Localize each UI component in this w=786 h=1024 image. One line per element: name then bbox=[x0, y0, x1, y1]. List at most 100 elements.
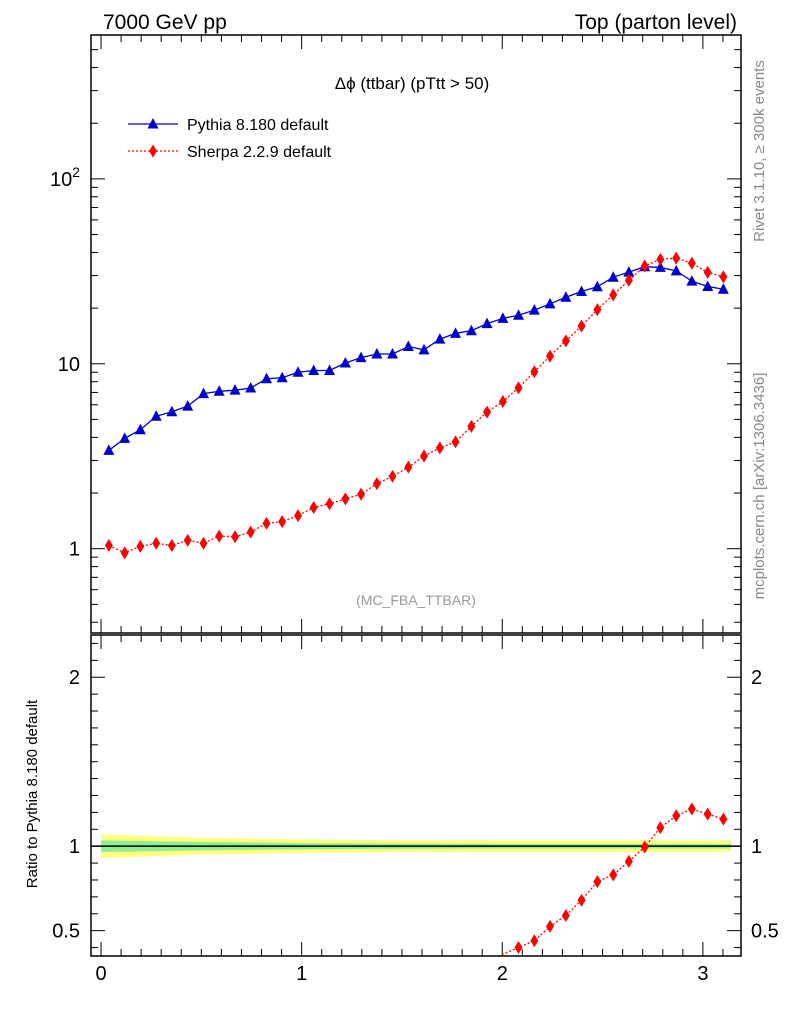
main-panel: 1 10 102 Δϕ (ttbar) (pTtt > 50) (MC_FBA_TT… bbox=[50, 34, 742, 634]
ratio-axis-label: Ratio to Pythia 8.180 default bbox=[24, 699, 41, 888]
data-point bbox=[514, 381, 523, 395]
data-point bbox=[136, 539, 145, 553]
ratio-data-point bbox=[672, 809, 681, 823]
ratio-data-point bbox=[546, 919, 555, 933]
data-point bbox=[245, 381, 257, 393]
data-point bbox=[687, 256, 696, 270]
legend-label: Pythia 8.180 default bbox=[187, 117, 329, 134]
data-point bbox=[325, 497, 334, 511]
header-right-label: Top (parton level) bbox=[575, 11, 737, 34]
ratio-series-line bbox=[497, 808, 724, 956]
ratio-data-point bbox=[609, 868, 618, 882]
x-tick-label: 2 bbox=[497, 963, 508, 985]
x-tick-labels: 0 1 2 3 bbox=[95, 963, 708, 985]
data-point bbox=[166, 405, 178, 417]
legend: Pythia 8.180 default Sherpa 2.2.9 default bbox=[128, 117, 332, 161]
data-point bbox=[481, 317, 493, 329]
legend-label: Sherpa 2.2.9 default bbox=[187, 144, 332, 161]
data-point bbox=[576, 285, 588, 297]
data-point bbox=[703, 265, 712, 279]
y-tick-label: 10 bbox=[58, 354, 80, 376]
data-point bbox=[450, 327, 462, 338]
ratio-data-point bbox=[656, 821, 665, 835]
data-point bbox=[497, 312, 509, 323]
data-point bbox=[544, 297, 556, 309]
data-point bbox=[150, 410, 162, 421]
data-point bbox=[467, 419, 476, 433]
data-point bbox=[167, 539, 176, 553]
data-point bbox=[528, 304, 540, 315]
ratio-y-tick-label-right: 0.5 bbox=[751, 921, 779, 943]
data-point bbox=[672, 251, 681, 265]
header-left-label: 7000 GeV pp bbox=[103, 11, 227, 34]
x-tick-label: 1 bbox=[296, 963, 307, 985]
data-point bbox=[577, 319, 586, 333]
data-point bbox=[183, 533, 192, 547]
data-point bbox=[593, 303, 602, 317]
y-tick-label: 1 bbox=[69, 539, 80, 561]
data-point bbox=[278, 515, 287, 529]
ratio-y-tick-labels: 0.5 0.5 1 1 2 2 bbox=[52, 667, 779, 942]
data-point bbox=[434, 333, 446, 344]
data-point bbox=[371, 347, 383, 359]
side-labels: Rivet 3.1.10, ≥ 300k events mcplots.cern… bbox=[751, 60, 768, 599]
data-point bbox=[483, 405, 492, 419]
legend-entry: Pythia 8.180 default bbox=[128, 117, 329, 134]
data-point bbox=[702, 280, 714, 291]
data-point bbox=[198, 387, 210, 399]
main-y-tick-labels: 1 10 102 bbox=[50, 164, 80, 561]
data-point bbox=[213, 385, 225, 396]
data-point bbox=[341, 492, 350, 506]
ratio-data-point bbox=[719, 812, 728, 826]
ratio-y-tick-label-right: 1 bbox=[751, 836, 762, 858]
mcplots-reference-label: mcplots.cern.ch [arXiv:1306.3436] bbox=[751, 373, 768, 600]
data-point bbox=[182, 400, 194, 411]
data-point bbox=[119, 432, 131, 443]
data-point bbox=[262, 516, 271, 530]
data-point bbox=[134, 423, 146, 435]
data-point bbox=[120, 546, 129, 560]
ratio-data-point bbox=[703, 807, 712, 821]
data-point bbox=[355, 351, 367, 363]
data-point bbox=[435, 441, 444, 455]
data-point bbox=[623, 266, 635, 277]
ratio-data-point bbox=[624, 854, 633, 868]
series-sherpa bbox=[104, 251, 728, 560]
data-point bbox=[465, 324, 477, 336]
data-point bbox=[420, 449, 429, 463]
data-point bbox=[308, 364, 320, 375]
data-point bbox=[560, 291, 572, 302]
data-point bbox=[231, 530, 240, 544]
data-point bbox=[339, 356, 351, 368]
ratio-panel: 0.5 0.5 1 1 2 2 0 1 2 3 Ratio to Pythia 8.180 def… bbox=[24, 634, 779, 985]
ratio-series-sherpa bbox=[497, 802, 728, 956]
data-point bbox=[199, 536, 208, 550]
ratio-y-tick-label: 1 bbox=[69, 836, 80, 858]
data-point bbox=[372, 477, 381, 491]
main-panel-content: 1 10 102 bbox=[50, 34, 741, 633]
main-plot-title: Δϕ (ttbar) (pTtt > 50) bbox=[335, 74, 490, 93]
data-point bbox=[656, 252, 665, 266]
data-point bbox=[530, 365, 539, 379]
data-point bbox=[609, 288, 618, 302]
data-point bbox=[276, 371, 288, 383]
series-line bbox=[108, 266, 724, 451]
data-point bbox=[717, 283, 729, 294]
data-point bbox=[513, 309, 525, 320]
data-point bbox=[309, 501, 318, 515]
data-point bbox=[387, 347, 399, 359]
header: 7000 GeV pp Top (parton level) bbox=[103, 11, 737, 34]
ratio-y-tick-label: 2 bbox=[69, 667, 80, 689]
data-point bbox=[607, 271, 619, 282]
data-point bbox=[402, 340, 414, 352]
ratio-y-tick-label-right: 2 bbox=[751, 667, 762, 689]
data-point bbox=[324, 364, 336, 375]
data-point bbox=[404, 460, 413, 474]
data-point bbox=[719, 270, 728, 284]
ratio-axis-ticks bbox=[91, 635, 741, 956]
data-point bbox=[104, 539, 113, 553]
x-tick-label: 0 bbox=[95, 963, 106, 985]
data-point bbox=[152, 536, 161, 550]
data-point bbox=[261, 372, 273, 384]
main-axis-ticks bbox=[91, 34, 741, 633]
